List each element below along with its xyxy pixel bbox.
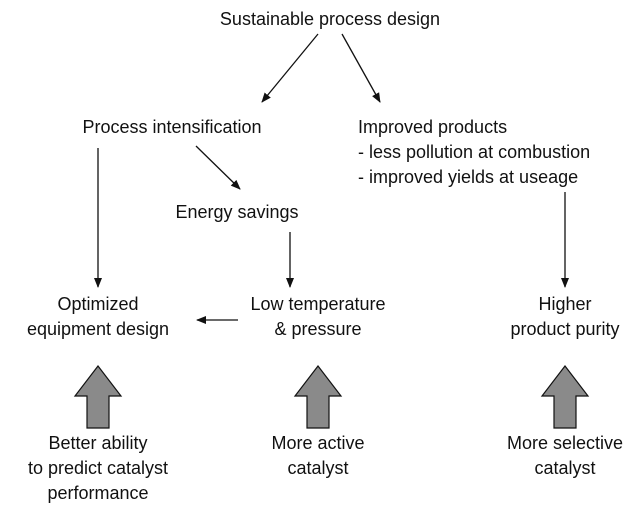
node-text: Energy savings	[175, 202, 298, 222]
block-arrow	[540, 365, 590, 429]
node-text: equipment design	[27, 319, 169, 339]
node-text: More selective	[507, 433, 623, 453]
node-text: Higher	[538, 294, 591, 314]
arrow	[195, 145, 241, 190]
node-text: - improved yields at useage	[358, 167, 578, 187]
node-text: & pressure	[274, 319, 361, 339]
node-text: Low temperature	[250, 294, 385, 314]
node-text: Improved products	[358, 117, 507, 137]
node-text: Process intensification	[82, 117, 261, 137]
node-text: performance	[47, 483, 148, 503]
node-text: Optimized	[57, 294, 138, 314]
block-arrow	[73, 365, 123, 429]
arrow	[341, 33, 381, 103]
node-text: - less pollution at combustion	[358, 142, 590, 162]
node-text: Better ability	[48, 433, 147, 453]
node-text: catalyst	[534, 458, 595, 478]
arrow	[261, 33, 319, 103]
block-arrow	[293, 365, 343, 429]
node-text: More active	[271, 433, 364, 453]
node-text: product purity	[510, 319, 619, 339]
node-text: catalyst	[287, 458, 348, 478]
node-text: Sustainable process design	[220, 9, 440, 29]
node-text: to predict catalyst	[28, 458, 168, 478]
